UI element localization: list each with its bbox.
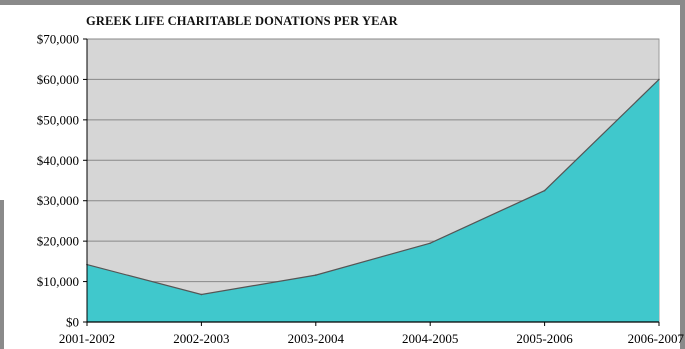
data-point-1: [200, 293, 203, 296]
y-tick-label-2: $20,000: [37, 234, 79, 249]
y-tick-label-7: $70,000: [37, 32, 79, 47]
data-point-3: [429, 242, 432, 244]
y-tick-label-6: $60,000: [37, 72, 79, 87]
data-point-5: [658, 78, 660, 81]
y-tick-label-3: $30,000: [37, 193, 79, 208]
y-axis-tick-labels: $0 $10,000 $20,000 $30,000 $40,000 $50,000 $60…: [37, 32, 79, 330]
window-frame-top: [0, 0, 685, 5]
x-tick-label-4: 2005-2006: [516, 331, 573, 346]
area-series: [87, 79, 659, 322]
x-tick-label-5: 2006-2007: [628, 331, 685, 346]
x-tick-label-0: 2001-2002: [59, 331, 115, 346]
x-tick-label-1: 2002-2003: [173, 331, 229, 346]
y-tick-label-5: $50,000: [37, 112, 79, 127]
x-tick-label-2: 2003-2004: [288, 331, 345, 346]
series-line: [86, 78, 660, 296]
y-tick-label-4: $40,000: [37, 153, 79, 168]
data-point-2: [315, 274, 317, 276]
x-tick-label-3: 2004-2005: [402, 331, 458, 346]
data-point-4: [543, 189, 546, 192]
y-tick-label-0: $0: [66, 315, 79, 330]
window-frame-right: [680, 0, 685, 349]
axes: [83, 38, 660, 326]
chart-title: GREEK LIFE CHARITABLE DONATIONS PER YEAR: [86, 14, 398, 28]
x-axis-tick-labels: 2001-2002 2002-2003 2003-2004 2004-2005 2005…: [59, 331, 685, 346]
window-frame-left: [0, 200, 4, 349]
y-tick-label-1: $10,000: [37, 274, 79, 289]
